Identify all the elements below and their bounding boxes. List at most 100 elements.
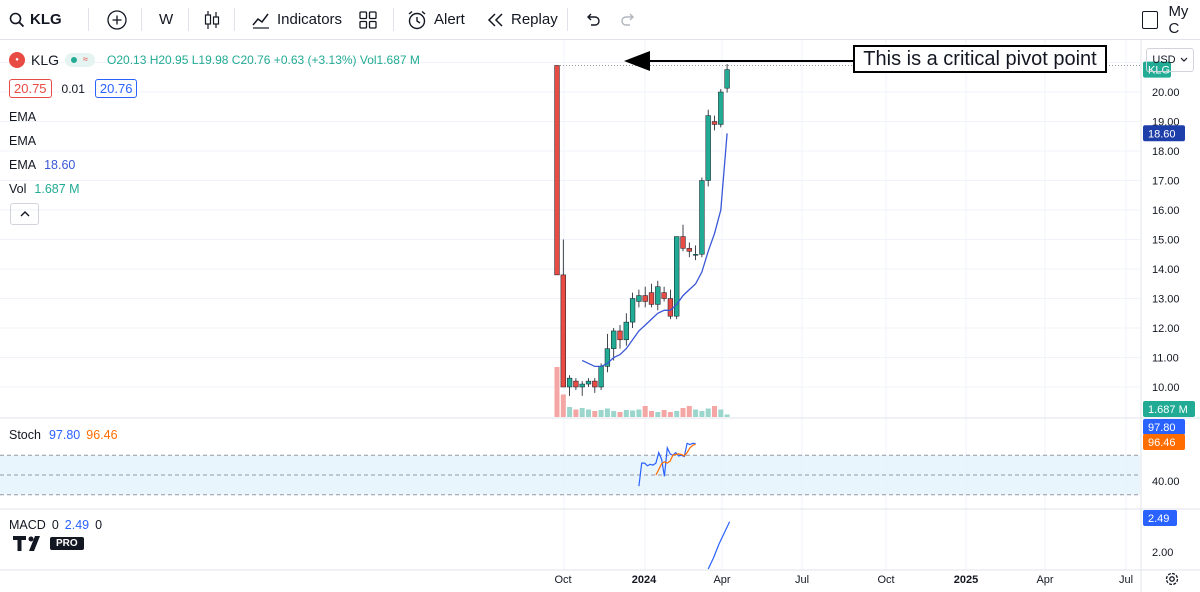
tradingview-logo[interactable]: PRO [13, 536, 84, 551]
macd-value-1: 0 [51, 518, 59, 532]
settings-button[interactable] [1164, 571, 1180, 587]
candle-body [611, 330, 617, 349]
macd-tag: 2.49 [1143, 510, 1177, 526]
time-tick-label: Apr [1036, 574, 1053, 586]
indicators-button[interactable]: Indicators [251, 0, 342, 39]
volume-bar [636, 409, 642, 417]
ema-legend-2[interactable]: EMA [9, 134, 36, 148]
candle [617, 325, 623, 349]
candle-body [711, 121, 718, 125]
candle [636, 289, 642, 308]
time-tick-label: Oct [877, 574, 894, 586]
indicators-label: Indicators [277, 11, 343, 28]
candle [705, 109, 711, 187]
market-status-dot: ≈ [65, 53, 96, 67]
replay-button[interactable]: Replay [486, 0, 558, 39]
alarm-clock-icon [408, 10, 426, 29]
grid-lines [0, 40, 1200, 592]
alert-label: Alert [434, 11, 465, 28]
replay-label: Replay [511, 11, 558, 28]
candle [566, 375, 573, 396]
candle-body [617, 330, 623, 341]
candle [661, 286, 667, 302]
candles-icon [204, 10, 220, 29]
stoch-d-tag-text: 96.46 [1148, 437, 1176, 449]
volume-bar [592, 411, 598, 417]
stoch-k-value: 97.80 [48, 428, 81, 442]
chart-type-button[interactable] [203, 0, 221, 39]
ema-label-2: EMA [9, 134, 37, 148]
annotation-text: This is a critical pivot point [863, 47, 1097, 70]
gear-icon [1165, 572, 1179, 586]
macd-value-3: 0 [95, 518, 103, 532]
volume-bar [649, 411, 654, 417]
stoch-legend[interactable]: Stoch 97.80 96.46 [9, 428, 118, 442]
currency-selector[interactable]: USD [1146, 48, 1194, 72]
candle-body [579, 383, 585, 388]
volume-bar [674, 411, 680, 417]
candle-body [566, 377, 573, 388]
macd-tag-text: 2.49 [1148, 513, 1169, 525]
checkbox-my[interactable]: My C [1142, 0, 1200, 39]
stochastic-pane [0, 442, 1140, 496]
templates-button[interactable] [358, 0, 378, 39]
price-tick-label: 20.00 [1152, 87, 1180, 99]
candle [692, 245, 699, 261]
price-tick-label: 10.00 [1152, 382, 1180, 394]
annotation-callout[interactable]: This is a critical pivot point [853, 45, 1107, 73]
macd-legend[interactable]: MACD 0 2.49 0 [9, 518, 102, 532]
undo-button[interactable] [583, 0, 601, 39]
volume-bar [623, 410, 629, 417]
volume-bar [699, 411, 705, 417]
add-symbol-icon [107, 9, 127, 30]
ask-price[interactable]: 20.76 [94, 79, 138, 98]
bid-price[interactable]: 20.75 [9, 79, 52, 98]
candle-body [636, 295, 642, 302]
symbol-search[interactable]: KLG [9, 0, 62, 39]
candle [686, 242, 692, 258]
volume-bar [604, 408, 610, 417]
candle-body [661, 292, 667, 299]
volume-bar [611, 411, 617, 417]
volume-bar [724, 414, 730, 417]
candle-body [554, 65, 560, 276]
vol-legend[interactable]: Vol 1.687 M [9, 182, 80, 196]
ema-legend-1[interactable]: EMA [9, 110, 36, 124]
candle-body [680, 236, 686, 249]
macd-label: MACD [9, 518, 46, 532]
candle-body [585, 380, 592, 385]
volume-bar [642, 406, 648, 417]
candle-body [705, 115, 711, 181]
time-tick-label: Oct [554, 574, 571, 586]
volume-bar [560, 394, 566, 417]
candle [579, 381, 585, 396]
checkbox-icon [1142, 10, 1159, 29]
rewind-icon [487, 12, 503, 27]
ema-value-3: 18.60 [44, 158, 76, 172]
candle-body [699, 180, 705, 255]
volume-tag-text: 1.687 M [1148, 404, 1188, 416]
undo-icon [587, 13, 600, 26]
volume-bar [705, 408, 711, 417]
annotation-arrow-head [624, 51, 650, 71]
candle-body [623, 321, 629, 341]
volume-bar [554, 367, 560, 417]
ema-line [581, 133, 728, 368]
interval-button[interactable]: W [159, 0, 173, 39]
candle [680, 224, 686, 252]
redo-icon [621, 13, 634, 26]
stoch-d-line [655, 443, 696, 476]
candle-body [724, 69, 730, 89]
stoch-k-tag-text: 97.80 [1148, 422, 1176, 434]
candles [554, 63, 730, 396]
alert-button[interactable]: Alert [406, 0, 465, 39]
collapse-legend-button[interactable] [10, 203, 39, 225]
chevron-up-icon [20, 211, 29, 217]
candle [655, 280, 661, 311]
compare-button[interactable] [106, 0, 128, 39]
volume-bar [686, 406, 692, 417]
chart-area[interactable]: 20.0019.0018.0017.0016.0015.0014.0013.00… [0, 40, 1200, 592]
candle [718, 89, 724, 128]
redo-button[interactable] [620, 0, 638, 39]
ema-legend-3[interactable]: EMA 18.60 [9, 158, 75, 172]
